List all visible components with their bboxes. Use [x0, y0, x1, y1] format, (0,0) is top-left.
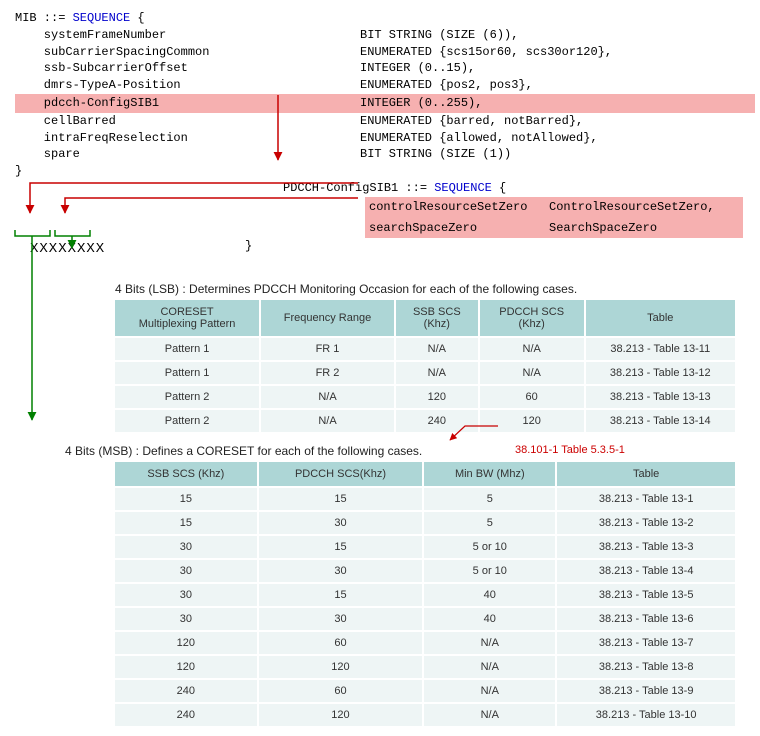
table-row: 1530538.213 - Table 13-2 [115, 511, 735, 535]
lsb-table: CORESETMultiplexing PatternFrequency Ran… [115, 300, 735, 432]
table-row: 30155 or 1038.213 - Table 13-3 [115, 535, 735, 559]
col-header: Table [556, 462, 735, 487]
col-header: PDCCH SCS(Khz) [479, 300, 585, 337]
table-row: 30304038.213 - Table 13-6 [115, 607, 735, 631]
col-header: Min BW (Mhz) [423, 462, 556, 487]
bits-pattern: XXXXXXXX [30, 241, 755, 257]
col-header: Table [585, 300, 735, 337]
col-header: SSB SCS (Khz) [115, 462, 258, 487]
minbw-ref-label: 38.101-1 Table 5.3.5-1 [515, 444, 625, 456]
mib-asn-block: MIB ::= SEQUENCE { systemFrameNumberBIT … [15, 10, 755, 255]
table-row: Pattern 2N/A1206038.213 - Table 13-13 [115, 385, 735, 409]
table-row: Pattern 2N/A24012038.213 - Table 13-14 [115, 409, 735, 432]
table-row: 24060N/A38.213 - Table 13-9 [115, 679, 735, 703]
msb-table: SSB SCS (Khz)PDCCH SCS(Khz)Min BW (Mhz)T… [115, 462, 735, 726]
table-row: 30305 or 1038.213 - Table 13-4 [115, 559, 735, 583]
table-row: 1515538.213 - Table 13-1 [115, 487, 735, 511]
msb-caption: 4 Bits (MSB) : Defines a CORESET for eac… [65, 444, 755, 458]
lsb-caption: 4 Bits (LSB) : Determines PDCCH Monitori… [115, 282, 755, 296]
table-row: 120120N/A38.213 - Table 13-8 [115, 655, 735, 679]
col-header: Frequency Range [260, 300, 395, 337]
table-row: 12060N/A38.213 - Table 13-7 [115, 631, 735, 655]
table-row: Pattern 1FR 2N/AN/A38.213 - Table 13-12 [115, 361, 735, 385]
col-header: SSB SCS(Khz) [395, 300, 479, 337]
table-row: Pattern 1FR 1N/AN/A38.213 - Table 13-11 [115, 337, 735, 361]
col-header: PDCCH SCS(Khz) [258, 462, 424, 487]
table-row: 30154038.213 - Table 13-5 [115, 583, 735, 607]
col-header: CORESETMultiplexing Pattern [115, 300, 260, 337]
